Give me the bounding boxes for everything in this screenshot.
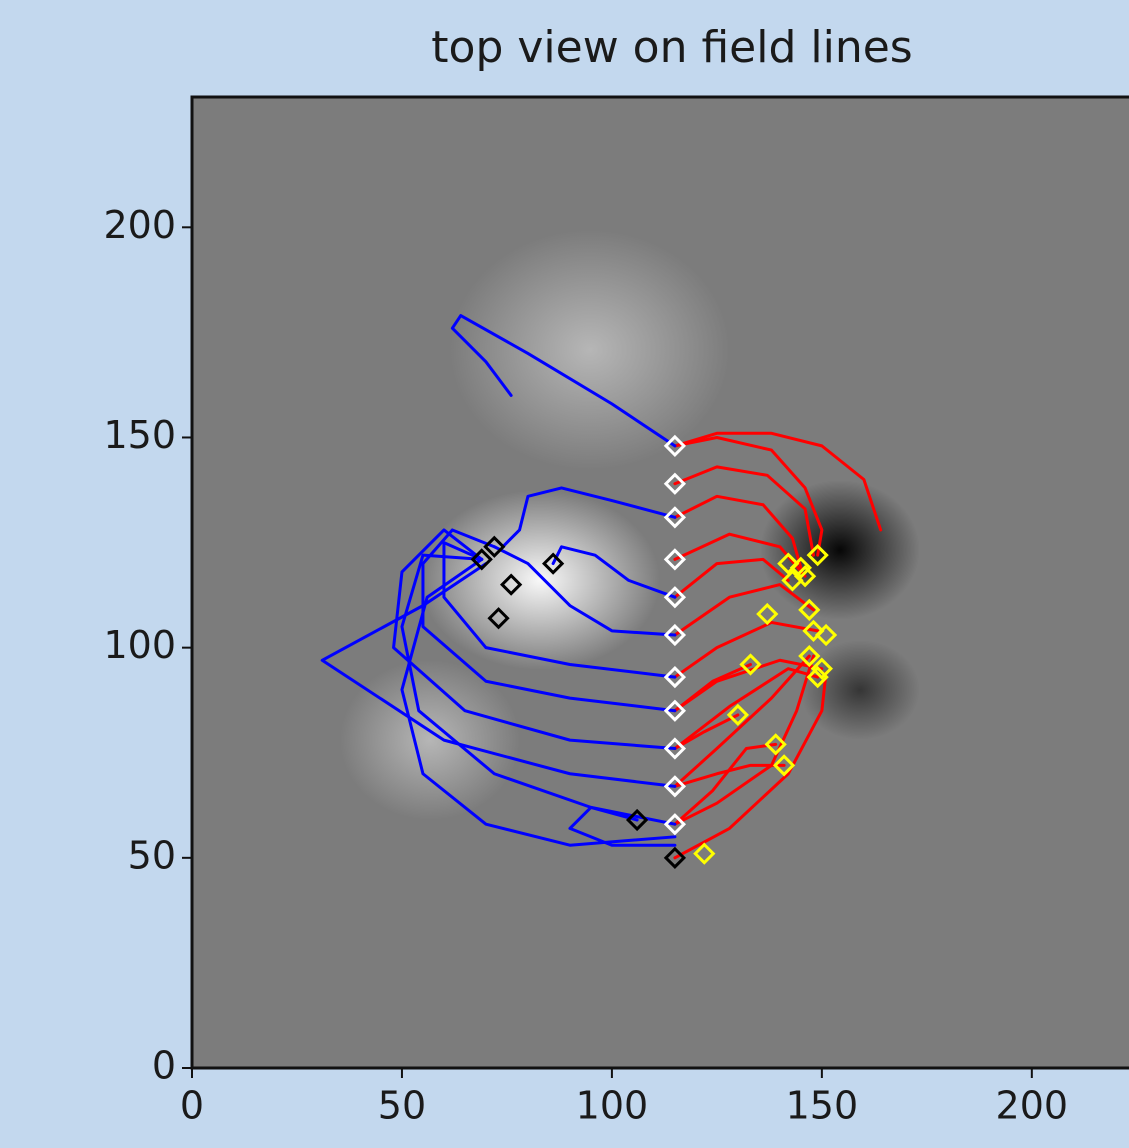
x-tick-label: 150: [786, 1084, 859, 1128]
magnetogram-background: [192, 97, 1129, 1068]
x-tick-label: 0: [180, 1084, 204, 1128]
y-tick-label: 50: [128, 833, 176, 877]
chart-title: top view on field lines: [431, 22, 912, 73]
x-tick-label: 50: [378, 1084, 426, 1128]
y-tick-label: 0: [152, 1044, 176, 1088]
x-tick-label: 200: [996, 1084, 1069, 1128]
bright-region: [450, 230, 730, 470]
positive-polarity: [420, 490, 660, 670]
x-tick-label: 100: [576, 1084, 649, 1128]
chart: top view on field lines 0 50 100 150 200 0 50 1…: [0, 0, 1129, 1148]
magnetogram: [192, 97, 1129, 1068]
y-tick-label: 150: [103, 413, 176, 457]
page: {"chart_data": { "type": "line", "title"…: [0, 0, 1129, 1148]
y-tick-label: 100: [103, 623, 176, 667]
y-tick-label: 200: [103, 203, 176, 247]
